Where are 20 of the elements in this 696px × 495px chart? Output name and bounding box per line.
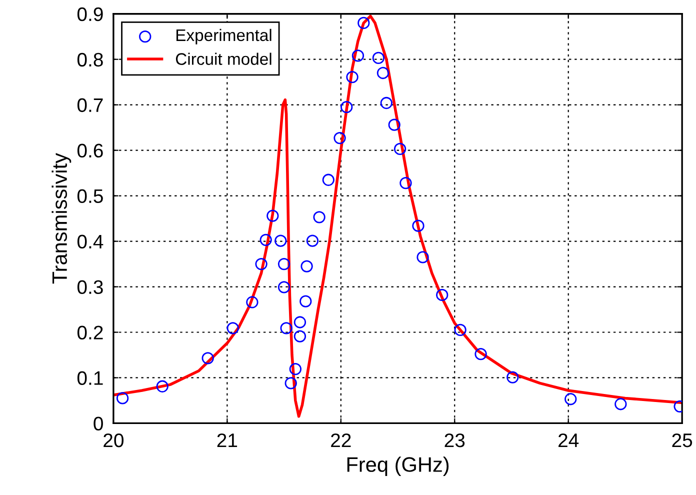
x-tick-label: 21: [217, 433, 238, 448]
x-axis-title: Freq (GHz): [347, 456, 449, 476]
y-tick-label: 0.9: [77, 7, 103, 22]
y-tick-label: 0.5: [77, 189, 103, 204]
y-tick-label: 0.4: [77, 234, 104, 249]
y-tick-label: 0.2: [77, 326, 103, 340]
y-tick-label: 0.6: [77, 144, 103, 158]
y-axis-title: Transmissivity: [52, 152, 72, 284]
x-tick-label: 20: [104, 433, 124, 448]
x-tick-label: 24: [558, 433, 579, 448]
legend-label: Circuit model: [176, 52, 272, 65]
x-tick-label: 23: [444, 433, 465, 448]
y-tick-label: 0.7: [77, 98, 103, 112]
y-tick-label: 0: [94, 416, 103, 430]
y-tick-label: 0.8: [77, 52, 103, 67]
y-tick-label: 0.1: [77, 371, 103, 385]
x-tick-label: 25: [672, 433, 692, 448]
x-tick-label: 22: [331, 433, 351, 448]
y-tick-label: 0.3: [77, 280, 103, 294]
legend-label: Experimental: [176, 28, 272, 44]
